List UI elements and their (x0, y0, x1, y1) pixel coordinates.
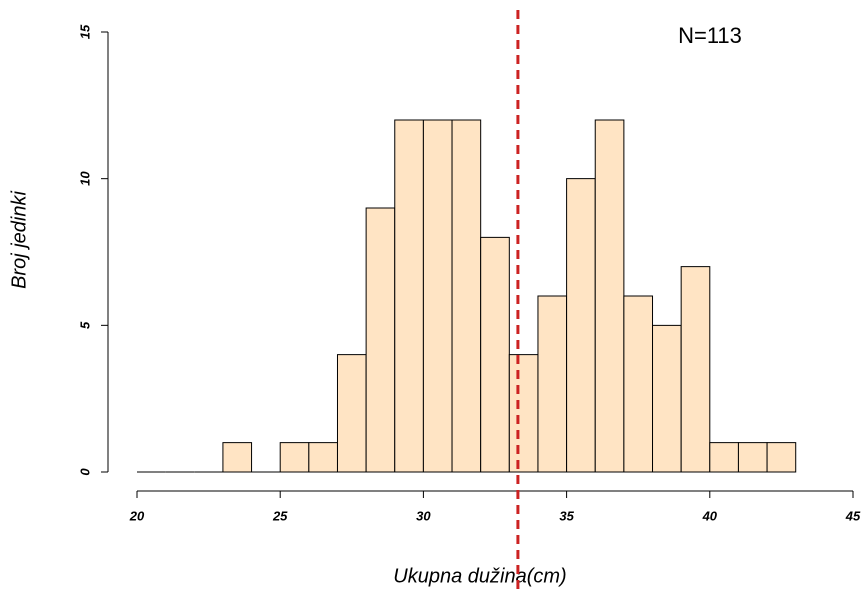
bar (222, 442, 253, 473)
x-tick-label: 25 (272, 508, 288, 523)
bar (537, 295, 568, 473)
x-tick-label: 35 (559, 508, 574, 523)
annotation: N=113 (678, 23, 742, 48)
x-tick-label: 30 (416, 508, 431, 523)
bar (365, 207, 396, 473)
bar (594, 119, 625, 473)
x-axis-title: Ukupna dužina(cm) (393, 565, 566, 587)
bar (766, 442, 797, 473)
y-tick-label: 10 (77, 171, 92, 186)
bar (451, 119, 482, 473)
bar (508, 354, 539, 473)
bar (480, 236, 510, 473)
y-tick-label: 0 (77, 468, 92, 476)
bar (623, 295, 654, 473)
bar (737, 442, 768, 473)
bar (279, 442, 310, 473)
x-tick-label: 45 (845, 508, 861, 523)
bar (422, 119, 453, 473)
y-axis-title: Broj jedinki (8, 191, 30, 289)
bar (680, 266, 711, 473)
bar (652, 324, 682, 473)
y-tick-label: 15 (77, 24, 92, 39)
bar (709, 442, 739, 473)
y-tick-label: 5 (77, 321, 92, 329)
bar (308, 442, 338, 473)
x-tick-label: 40 (702, 508, 718, 523)
bar (394, 119, 424, 473)
bar (566, 178, 596, 473)
bar (336, 354, 367, 473)
x-tick-label: 20 (129, 508, 145, 523)
